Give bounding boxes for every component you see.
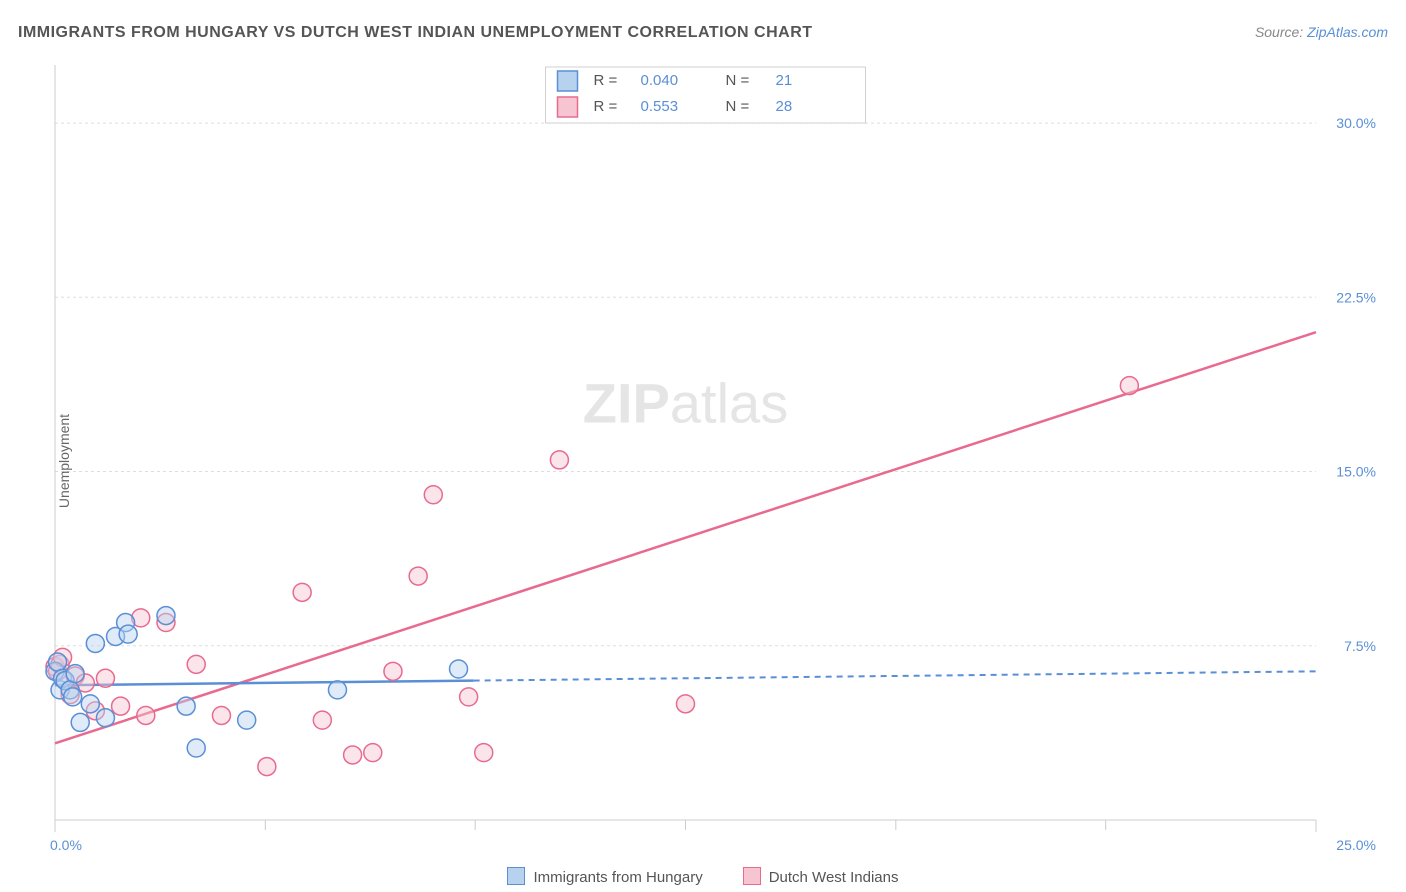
data-point <box>384 662 402 680</box>
trend-line-a-extrapolated <box>474 671 1316 680</box>
data-point <box>112 697 130 715</box>
data-point <box>424 486 442 504</box>
data-point <box>677 695 695 713</box>
legend-n-label: N = <box>726 98 750 115</box>
data-point <box>212 706 230 724</box>
legend-top-swatch <box>558 97 578 117</box>
legend-item-a: Immigrants from Hungary <box>507 867 702 886</box>
legend-top-swatch <box>558 71 578 91</box>
data-point <box>64 688 82 706</box>
legend-item-b: Dutch West Indians <box>743 867 899 886</box>
data-point <box>293 583 311 601</box>
data-point <box>460 688 478 706</box>
legend-label-b: Dutch West Indians <box>769 869 899 886</box>
x-tick-label: 0.0% <box>50 837 82 853</box>
data-point <box>475 744 493 762</box>
legend-swatch-b <box>743 867 761 885</box>
legend-n-val: 21 <box>776 72 793 89</box>
data-point <box>409 567 427 585</box>
data-point <box>49 653 67 671</box>
legend-r-val: 0.040 <box>641 72 679 89</box>
source-link[interactable]: ZipAtlas.com <box>1307 24 1388 40</box>
data-point <box>550 451 568 469</box>
data-point <box>86 634 104 652</box>
data-point <box>187 739 205 757</box>
data-point <box>1120 377 1138 395</box>
legend-r-label: R = <box>594 98 618 115</box>
legend-bottom: Immigrants from Hungary Dutch West India… <box>0 867 1406 886</box>
source-prefix: Source: <box>1255 24 1307 40</box>
data-point <box>450 660 468 678</box>
data-point <box>157 607 175 625</box>
chart-title: IMMIGRANTS FROM HUNGARY VS DUTCH WEST IN… <box>18 24 813 42</box>
y-tick-label: 30.0% <box>1336 115 1376 131</box>
data-point <box>81 695 99 713</box>
legend-n-val: 28 <box>776 98 793 115</box>
data-point <box>344 746 362 764</box>
data-point <box>71 713 89 731</box>
legend-n-label: N = <box>726 72 750 89</box>
y-axis-label: Unemployment <box>56 414 72 508</box>
title-bar: IMMIGRANTS FROM HUNGARY VS DUTCH WEST IN… <box>18 24 1388 42</box>
y-tick-label: 7.5% <box>1344 638 1376 654</box>
legend-r-val: 0.553 <box>641 98 679 115</box>
data-point <box>187 655 205 673</box>
data-point <box>137 706 155 724</box>
watermark: ZIPatlas <box>583 372 788 435</box>
chart-area: Unemployment 7.5% 15.0% 22.5% 30.0% 0.0% 25.0… <box>45 60 1386 862</box>
trend-line-a <box>55 681 474 686</box>
scatter-plot: 7.5% 15.0% 22.5% 30.0% 0.0% 25.0% ZIPatlas R = 0… <box>45 60 1386 862</box>
legend-label-a: Immigrants from Hungary <box>533 869 702 886</box>
data-point <box>96 669 114 687</box>
y-tick-label: 22.5% <box>1336 289 1376 305</box>
x-tick-label: 25.0% <box>1336 837 1376 853</box>
y-tick-label: 15.0% <box>1336 464 1376 480</box>
data-point <box>313 711 331 729</box>
data-point <box>364 744 382 762</box>
data-point <box>258 758 276 776</box>
data-point <box>328 681 346 699</box>
legend-swatch-a <box>507 867 525 885</box>
data-point <box>119 625 137 643</box>
data-point <box>96 709 114 727</box>
data-point <box>238 711 256 729</box>
source-attribution: Source: ZipAtlas.com <box>1255 24 1388 40</box>
legend-r-label: R = <box>594 72 618 89</box>
data-point <box>66 665 84 683</box>
data-point <box>177 697 195 715</box>
